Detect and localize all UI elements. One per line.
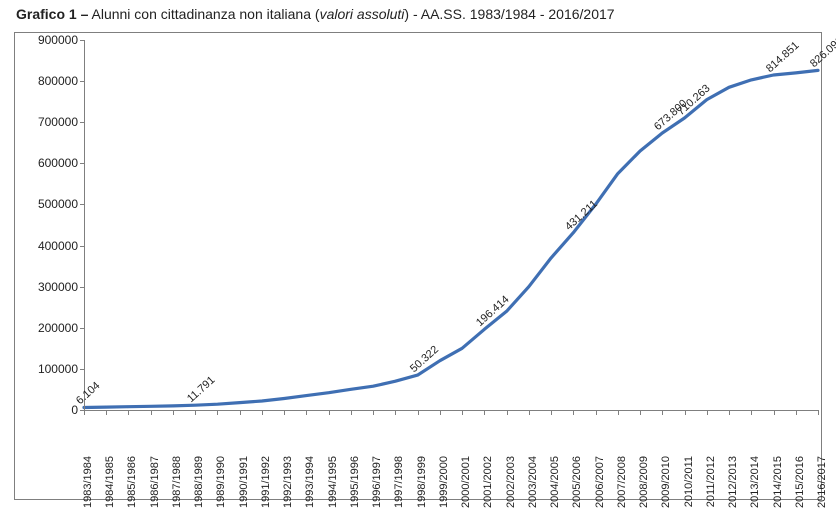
y-tick-label: 500000 — [18, 197, 78, 211]
x-tick-label: 1990/1991 — [238, 456, 250, 526]
y-tick-label: 700000 — [18, 115, 78, 129]
x-tick-label: 1992/1993 — [282, 456, 294, 526]
x-tick-label: 2015/2016 — [794, 456, 806, 526]
x-axis-line — [84, 410, 818, 411]
x-tick-label: 2014/2015 — [772, 456, 784, 526]
x-tick-label: 1995/1996 — [349, 456, 361, 526]
x-tick-label: 2006/2007 — [594, 456, 606, 526]
x-tick-label: 2010/2011 — [683, 456, 695, 526]
y-tick-label: 400000 — [18, 239, 78, 253]
y-tick-label: 300000 — [18, 280, 78, 294]
y-tick-label: 800000 — [18, 74, 78, 88]
x-tick-label: 2008/2009 — [638, 456, 650, 526]
x-tick-label: 1986/1987 — [149, 456, 161, 526]
x-tick-label: 1987/1988 — [171, 456, 183, 526]
x-tick-label: 1993/1994 — [304, 456, 316, 526]
x-tick-label: 2002/2003 — [505, 456, 517, 526]
x-tick-label: 1991/1992 — [260, 456, 272, 526]
x-tick-label: 2001/2002 — [482, 456, 494, 526]
x-tick-label: 2011/2012 — [705, 456, 717, 526]
y-tick-label: 200000 — [18, 321, 78, 335]
y-tick-label: 100000 — [18, 362, 78, 376]
line-plot — [0, 0, 836, 506]
x-tick-label: 2016/2017 — [816, 456, 828, 526]
y-axis-line — [84, 40, 85, 410]
series-line — [84, 70, 818, 407]
x-tick-label: 2005/2006 — [571, 456, 583, 526]
x-tick-label: 1983/1984 — [82, 456, 94, 526]
x-tick-label: 1985/1986 — [126, 456, 138, 526]
x-tick-label: 1996/1997 — [371, 456, 383, 526]
x-tick-mark — [818, 410, 819, 415]
chart-figure: Grafico 1 – Alunni con cittadinanza non … — [0, 0, 836, 506]
x-tick-label: 1989/1990 — [215, 456, 227, 526]
x-tick-label: 1998/1999 — [416, 456, 428, 526]
x-tick-label: 1994/1995 — [327, 456, 339, 526]
x-tick-label: 2000/2001 — [460, 456, 472, 526]
x-tick-label: 2004/2005 — [549, 456, 561, 526]
y-tick-label: 0 — [18, 403, 78, 417]
y-tick-label: 900000 — [18, 33, 78, 47]
x-tick-label: 2013/2014 — [749, 456, 761, 526]
x-tick-label: 1999/2000 — [438, 456, 450, 526]
x-tick-label: 2009/2010 — [660, 456, 672, 526]
x-tick-label: 2007/2008 — [616, 456, 628, 526]
x-tick-label: 1988/1989 — [193, 456, 205, 526]
x-tick-label: 1997/1998 — [393, 456, 405, 526]
x-tick-label: 2012/2013 — [727, 456, 739, 526]
y-tick-label: 600000 — [18, 156, 78, 170]
x-tick-label: 2003/2004 — [527, 456, 539, 526]
x-tick-label: 1984/1985 — [104, 456, 116, 526]
